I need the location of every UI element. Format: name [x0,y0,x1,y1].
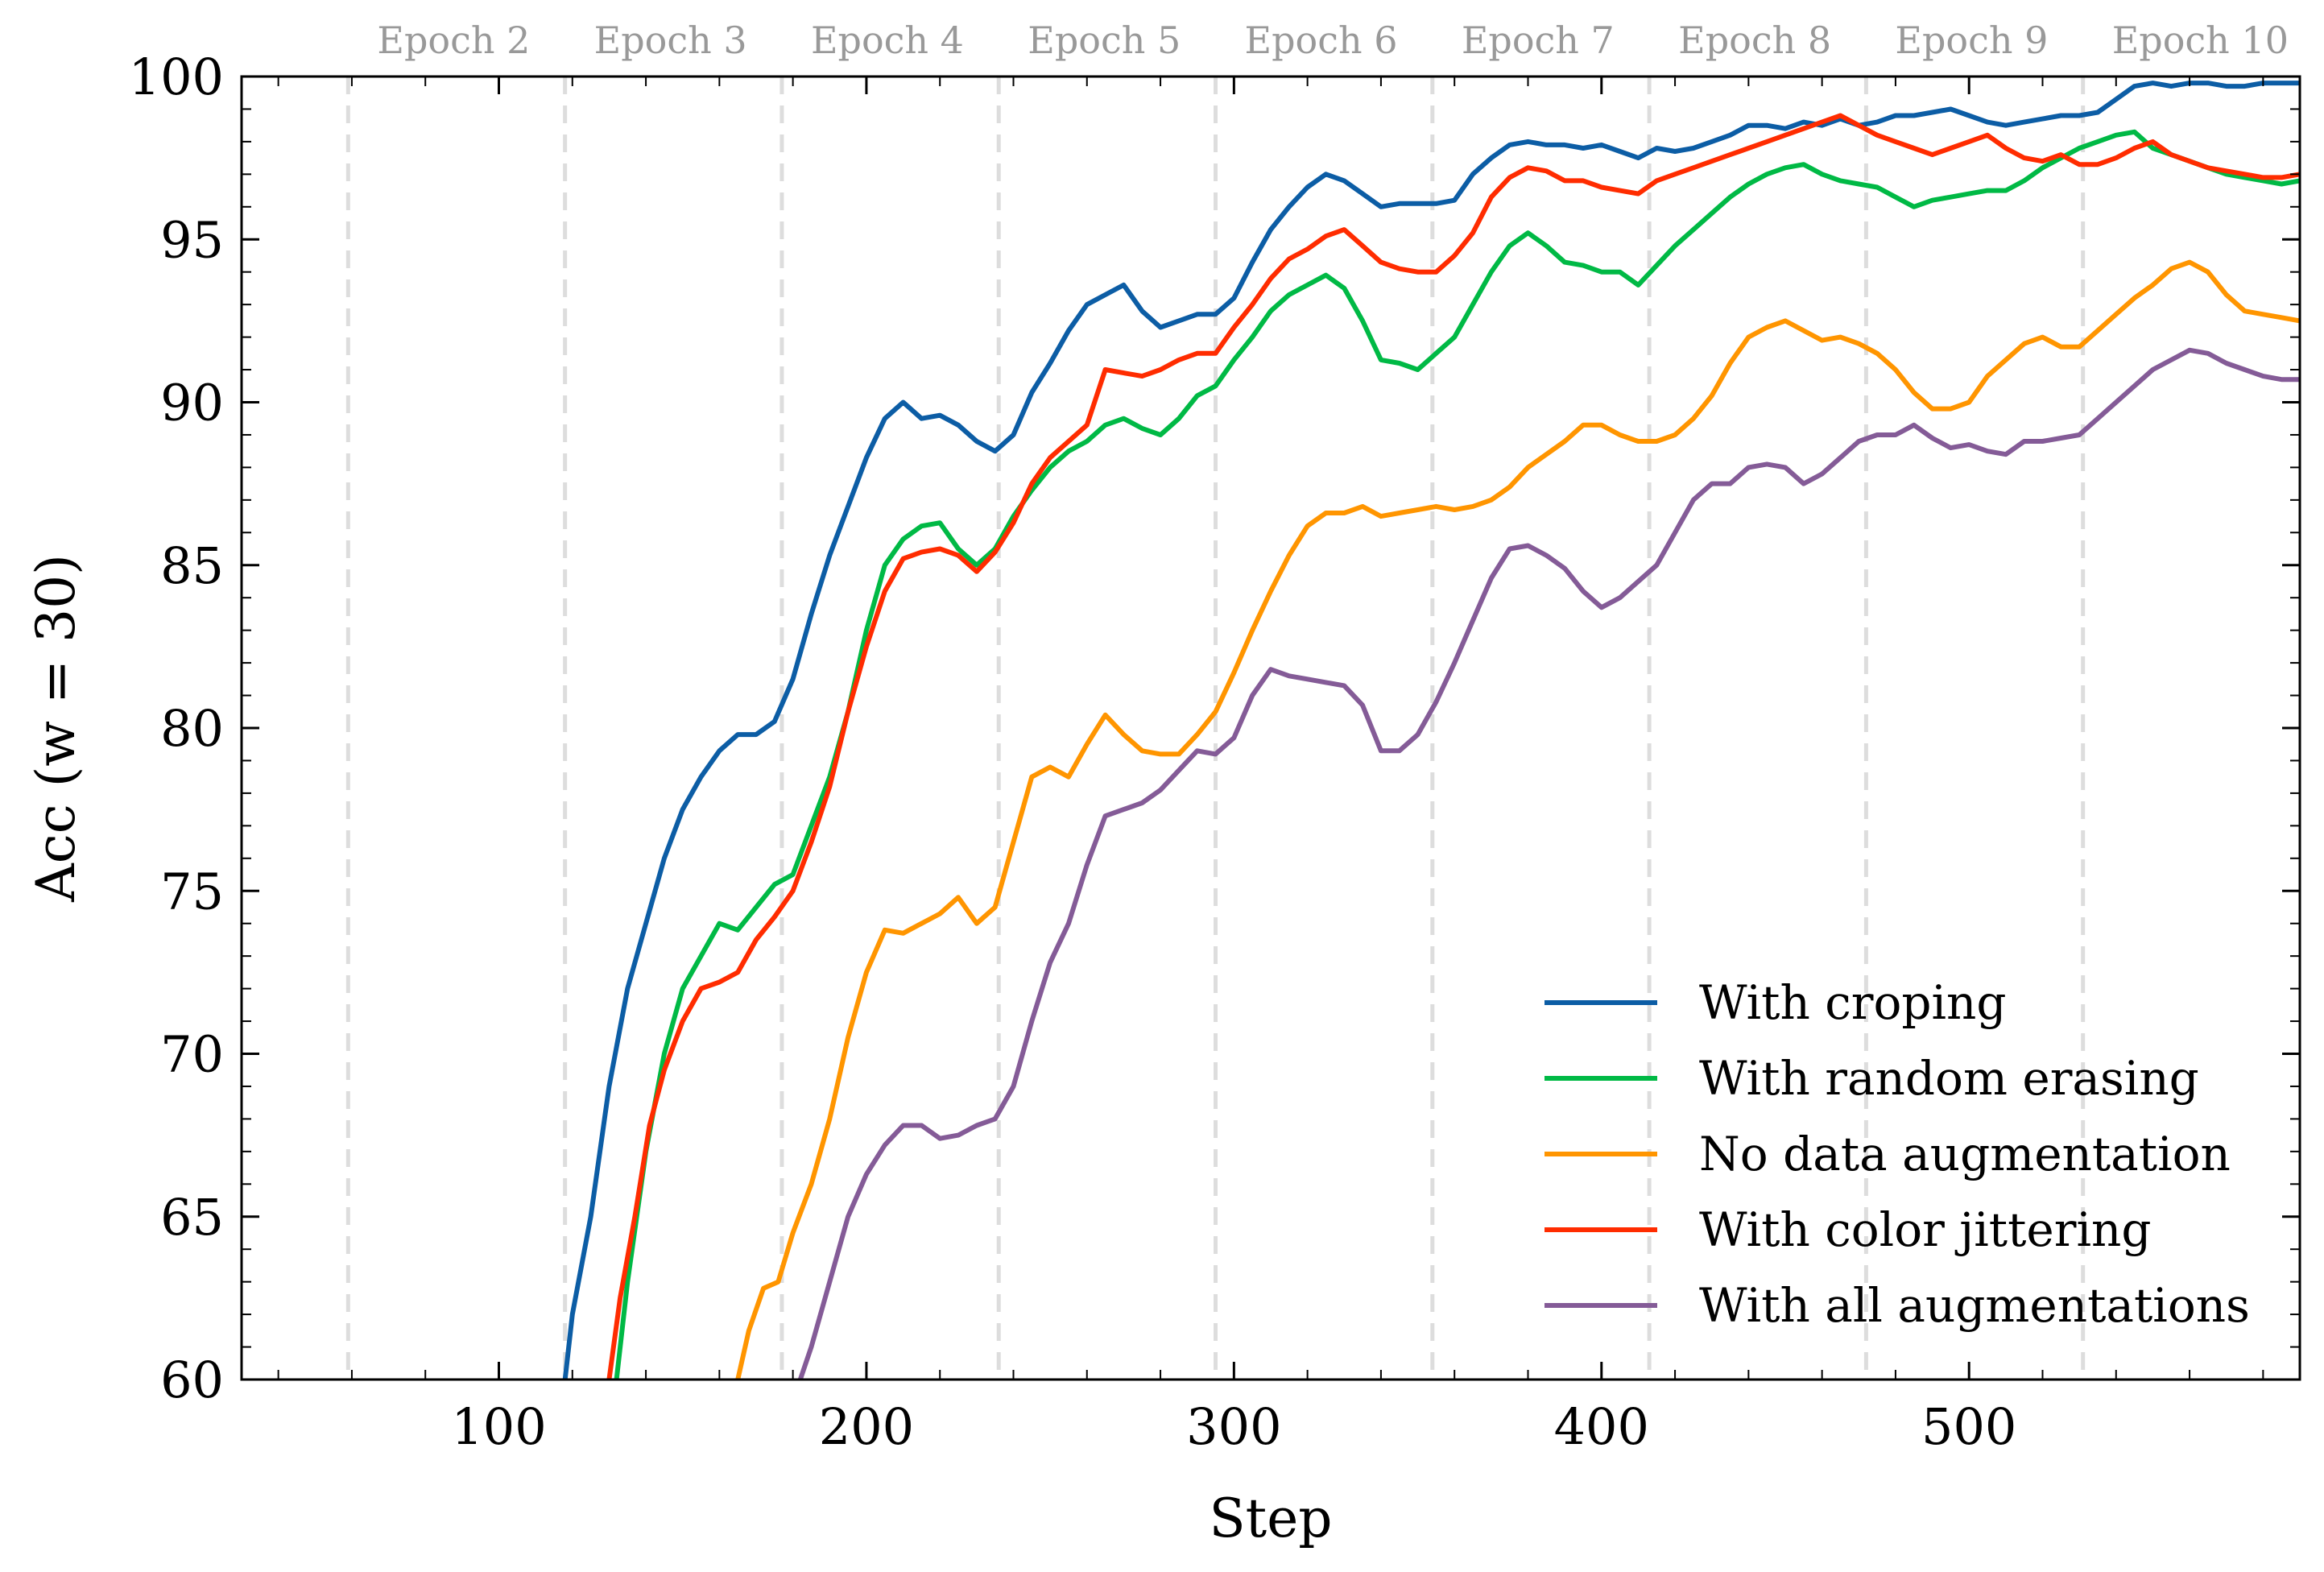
plot-frame [240,75,2301,1381]
series-line-with-croping [562,81,2300,1380]
legend: With croping With random erasing No data a… [1545,975,2250,1333]
series-line-with-color-jittering [606,113,2300,1380]
series-line-with-random-erasing [614,129,2300,1380]
legend-label: With color jittering [1699,1202,2152,1257]
epoch-label: Epoch 10 [2112,19,2289,62]
epoch-label: Epoch 2 [377,19,530,62]
y-axis-title: Acc (w = 30) [25,554,87,903]
epoch-label: Epoch 7 [1462,19,1615,62]
epoch-label: Epoch 3 [594,19,747,62]
legend-label: With random erasing [1699,1051,2199,1106]
legend-label: No data augmentation [1699,1127,2231,1181]
legend-label: With all augmentations [1699,1278,2250,1333]
legend-label: With croping [1699,975,2007,1030]
y-tick-label: 65 [160,1188,224,1247]
epoch-label: Epoch 4 [811,19,964,62]
y-tick-label: 90 [160,374,224,432]
series-line-no-data-augmentation [735,259,2300,1380]
epoch-label: Epoch 6 [1245,19,1398,62]
y-tick-label: 100 [129,48,224,106]
series-line-with-all-augmentations [797,347,2300,1380]
y-tick-label: 60 [160,1351,224,1409]
x-tick-label: 500 [1921,1397,2016,1456]
epoch-markers: Epoch 2 Epoch 3 Epoch 4 Epoch 5 Epoch 6 Epoch… [345,19,2289,1380]
epoch-label: Epoch 8 [1678,19,1831,62]
y-tick-label: 85 [160,536,224,595]
series-lines [562,81,2300,1380]
x-tick-label: 100 [451,1397,546,1456]
epoch-label: Epoch 5 [1028,19,1181,62]
y-tick-label: 70 [160,1025,224,1084]
plot-border [240,75,2301,1381]
epoch-label: Epoch 9 [1895,19,2048,62]
y-tick-label: 75 [160,862,224,920]
x-axis-title: Step [1209,1487,1332,1549]
axis-labels: Step Acc (w = 30) [25,554,1333,1549]
y-tick-label: 80 [160,699,224,758]
x-tick-label: 200 [819,1397,914,1456]
axis-ticks: 100 200 300 400 500 60 65 70 75 80 85 90 95 100 [129,48,2300,1456]
x-tick-label: 300 [1186,1397,1281,1456]
y-tick-label: 95 [160,210,224,269]
x-tick-label: 400 [1554,1397,1649,1456]
